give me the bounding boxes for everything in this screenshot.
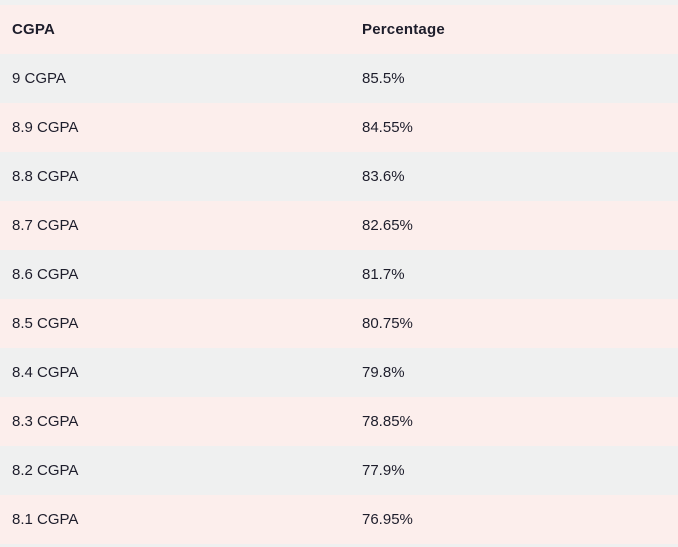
percentage-cell: 85.5% bbox=[362, 70, 405, 87]
table-row: 8.6 CGPA 81.7% bbox=[0, 250, 678, 299]
percentage-cell: 81.7% bbox=[362, 266, 405, 283]
percentage-cell: 79.8% bbox=[362, 364, 405, 381]
table-row: 9 CGPA 85.5% bbox=[0, 54, 678, 103]
table-row: 8.7 CGPA 82.65% bbox=[0, 201, 678, 250]
cgpa-cell: 8.2 CGPA bbox=[12, 462, 79, 479]
cgpa-cell: 8.3 CGPA bbox=[12, 413, 79, 430]
table-row: 8.8 CGPA 83.6% bbox=[0, 152, 678, 201]
table-header: CGPA Percentage bbox=[0, 5, 678, 54]
cgpa-cell: 8.8 CGPA bbox=[12, 168, 79, 185]
column-header-cgpa: CGPA bbox=[12, 21, 56, 38]
cgpa-cell: 8.5 CGPA bbox=[12, 315, 79, 332]
cgpa-percentage-table: CGPA Percentage 9 CGPA 85.5% 8.9 CGPA 84… bbox=[0, 5, 678, 544]
column-header-percentage: Percentage bbox=[362, 21, 445, 38]
cgpa-cell: 9 CGPA bbox=[12, 70, 66, 87]
partial-row-top-strip bbox=[0, 0, 678, 5]
percentage-cell: 82.65% bbox=[362, 217, 413, 234]
table-row: 8.3 CGPA 78.85% bbox=[0, 397, 678, 446]
cgpa-cell: 8.7 CGPA bbox=[12, 217, 79, 234]
table-row: 8.5 CGPA 80.75% bbox=[0, 299, 678, 348]
table-row: 8.4 CGPA 79.8% bbox=[0, 348, 678, 397]
percentage-cell: 83.6% bbox=[362, 168, 405, 185]
partial-row-bottom-strip bbox=[0, 544, 678, 547]
table-body: 9 CGPA 85.5% 8.9 CGPA 84.55% 8.8 CGPA 83… bbox=[0, 54, 678, 544]
percentage-cell: 76.95% bbox=[362, 511, 413, 528]
cgpa-cell: 8.9 CGPA bbox=[12, 119, 79, 136]
cgpa-cell: 8.6 CGPA bbox=[12, 266, 79, 283]
percentage-cell: 78.85% bbox=[362, 413, 413, 430]
table-row: 8.9 CGPA 84.55% bbox=[0, 103, 678, 152]
cgpa-cell: 8.1 CGPA bbox=[12, 511, 79, 528]
table-row: 8.1 CGPA 76.95% bbox=[0, 495, 678, 544]
cgpa-cell: 8.4 CGPA bbox=[12, 364, 79, 381]
header-row: CGPA Percentage bbox=[0, 5, 678, 54]
table-row: 8.2 CGPA 77.9% bbox=[0, 446, 678, 495]
percentage-cell: 77.9% bbox=[362, 462, 405, 479]
percentage-cell: 84.55% bbox=[362, 119, 413, 136]
percentage-cell: 80.75% bbox=[362, 315, 413, 332]
